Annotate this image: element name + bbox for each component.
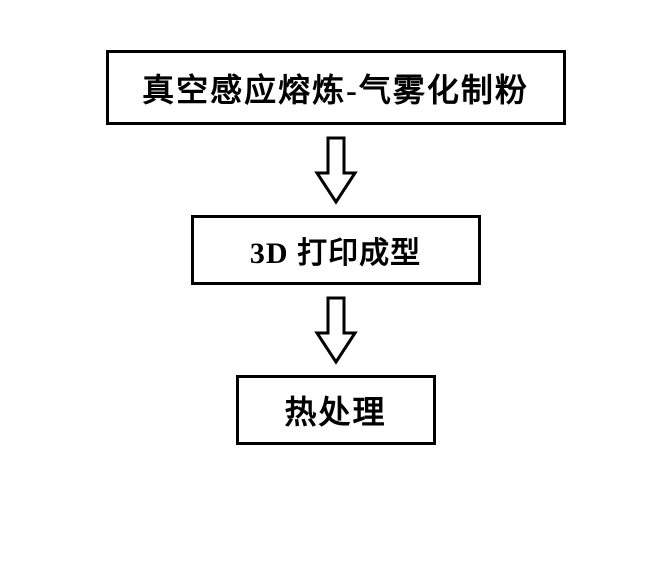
step-1-label: 真空感应熔炼-气雾化制粉 bbox=[142, 65, 529, 111]
arrow-2-container bbox=[314, 285, 358, 375]
flowchart-container: 真空感应熔炼-气雾化制粉 3D 打印成型 热处理 bbox=[106, 50, 566, 445]
down-arrow-icon bbox=[314, 295, 358, 365]
arrow-1-container bbox=[314, 125, 358, 215]
process-step-3: 热处理 bbox=[236, 375, 436, 445]
step-3-label: 热处理 bbox=[284, 387, 386, 433]
process-step-2: 3D 打印成型 bbox=[191, 215, 481, 285]
process-step-1: 真空感应熔炼-气雾化制粉 bbox=[106, 50, 566, 125]
down-arrow-icon bbox=[314, 135, 358, 205]
step-2-label: 3D 打印成型 bbox=[250, 228, 421, 272]
